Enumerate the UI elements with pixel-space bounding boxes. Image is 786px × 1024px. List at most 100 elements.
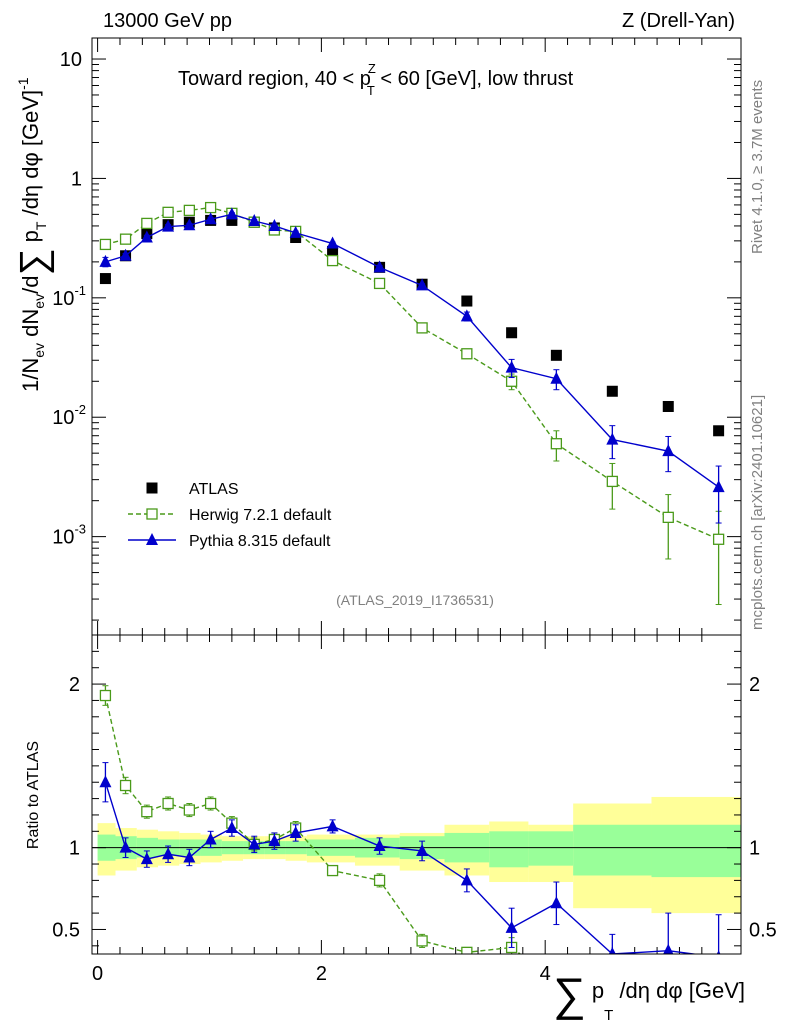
data-point — [550, 438, 563, 450]
legend-marker — [146, 533, 158, 545]
tick-exponent: -1 — [74, 283, 86, 298]
ratio-y-tick-label: 1 — [69, 838, 80, 860]
y-label-1n: 1/N — [18, 358, 43, 392]
data-point — [606, 475, 618, 488]
data-point — [606, 385, 618, 397]
data-point — [99, 238, 112, 251]
uncertainty-band-stat — [528, 831, 574, 866]
data-point — [606, 432, 619, 445]
uncertainty-band-stat — [573, 824, 652, 876]
data-point — [327, 245, 339, 257]
ratio-data-point — [416, 843, 429, 856]
main-y-tick-label: 10-2 — [52, 402, 86, 429]
legend-label: Pythia 8.315 default — [189, 533, 331, 550]
ratio-data-point — [162, 847, 175, 860]
plot-title: Toward region, 40 < pZ T < 60 [GeV], low … — [178, 61, 574, 98]
ratio-data-point — [162, 797, 174, 810]
data-point — [326, 236, 339, 249]
data-point — [119, 233, 132, 245]
ratio-data-point — [183, 850, 196, 863]
ratio-series-pythia — [99, 762, 722, 954]
ratio-data-point — [550, 896, 563, 909]
uncertainty-band-stat — [651, 824, 741, 878]
plot-title-prefix: Toward region, 40 < p — [178, 68, 371, 90]
ratio-data-point — [141, 806, 153, 818]
y-label-exp: -1 — [15, 77, 31, 90]
data-point — [162, 206, 174, 218]
data-point — [289, 225, 302, 238]
x-label-p: p — [586, 978, 604, 1003]
legend-label: ATLAS — [189, 481, 239, 498]
data-point — [204, 201, 217, 214]
legend: ATLAS Herwig 7.2.1 default Pythia 8.315 de… — [128, 481, 332, 550]
data-point — [248, 213, 261, 226]
data-point — [461, 348, 473, 360]
ratio-data-point — [608, 947, 616, 954]
data-point — [712, 533, 725, 545]
series-atlas — [99, 214, 725, 437]
x-tick-label: 4 — [540, 963, 551, 985]
series-pythia — [99, 207, 725, 524]
data-point — [162, 219, 175, 232]
header-left-label: 13000 GeV pp — [103, 10, 232, 32]
plot-title-suffix: < 60 [GeV], low thrust — [375, 68, 574, 90]
data-point — [662, 511, 674, 524]
plot-title-sup: Z — [368, 61, 376, 76]
ratio-data-point — [373, 874, 386, 887]
mcplots-reference-label: mcplots.cern.ch [arXiv:2401.10621] — [749, 395, 766, 630]
ratio-data-point — [204, 832, 217, 845]
y-label-ev-sub-1: ev — [31, 343, 47, 358]
ratio-data-point — [461, 946, 473, 954]
data-point — [99, 254, 112, 267]
y-label-sum: ∑ — [13, 248, 55, 275]
y-label-t-sub: T — [33, 221, 49, 230]
ratio-y-tick-label: 0.5 — [52, 919, 80, 941]
y-label-ev-sub-2: ev — [31, 294, 47, 309]
data-point — [505, 360, 518, 373]
data-point — [268, 218, 281, 231]
main-y-axis-label: 1/Nev dNev/d∑ pT /dη dφ [GeV]-1 — [13, 77, 55, 392]
tick-exponent: -2 — [74, 402, 86, 417]
data-point — [204, 212, 217, 225]
ratio-y-tick-label-right: 2 — [749, 674, 760, 696]
ratio-data-point — [183, 804, 196, 816]
x-label-t-sub: T — [604, 1007, 613, 1024]
ratio-data-point — [99, 775, 112, 788]
data-point — [713, 425, 725, 437]
main-y-tick-label: 10-1 — [52, 283, 86, 310]
data-point — [183, 218, 196, 231]
ratio-y-tick-label-right: 0.5 — [749, 919, 777, 941]
data-point — [373, 260, 386, 273]
ratio-data-point — [289, 825, 302, 838]
ratio-data-point — [373, 839, 386, 852]
x-tick-label: 0 — [92, 963, 103, 985]
tick-mantissa: 10 — [52, 288, 74, 310]
main-y-tick-label: 10-3 — [52, 522, 86, 549]
ratio-data-point — [505, 920, 518, 933]
data-point — [225, 207, 238, 220]
data-point — [662, 400, 674, 412]
legend-marker — [146, 508, 158, 520]
ratio-y-axis-label: Ratio to ATLAS — [25, 741, 42, 849]
series-line — [105, 213, 720, 488]
data-point — [373, 277, 386, 290]
data-point — [550, 371, 563, 384]
ratio-plot-frame — [91, 634, 742, 955]
data-point — [550, 349, 562, 361]
ratio-data-point — [326, 819, 339, 832]
plot-title-sub: T — [367, 83, 375, 98]
rivet-version-label: Rivet 4.1.0, ≥ 3.7M events — [749, 80, 766, 254]
x-label-sum: ∑ — [553, 968, 586, 1020]
y-label-p: p — [18, 230, 43, 248]
ratio-data-point — [268, 834, 281, 847]
header-right-label: Z (Drell-Yan) — [622, 10, 735, 32]
data-point — [416, 278, 429, 291]
legend-label: Herwig 7.2.1 default — [189, 507, 332, 524]
data-point — [506, 327, 518, 339]
ratio-data-point — [119, 779, 132, 792]
tick-mantissa: 10 — [52, 407, 74, 429]
data-point — [99, 273, 111, 285]
data-point — [226, 214, 238, 226]
